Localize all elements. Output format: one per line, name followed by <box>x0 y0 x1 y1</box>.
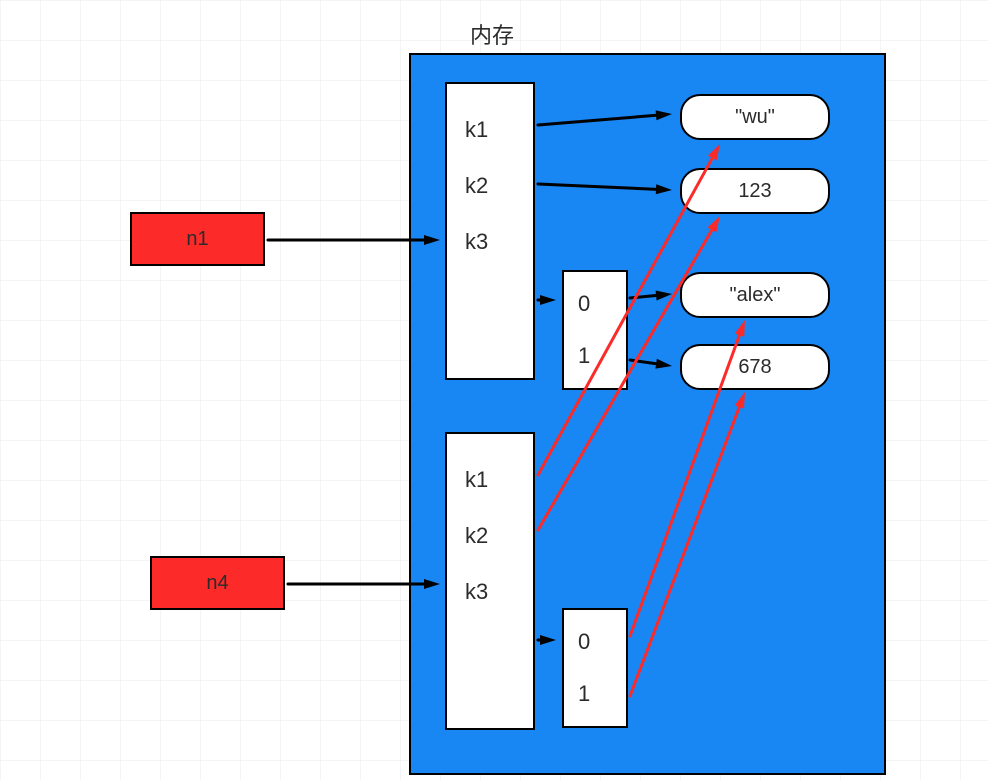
diagram-title: 内存 <box>470 18 514 50</box>
value-678: 678 <box>680 344 830 390</box>
list-1-box: 0 1 <box>562 270 628 390</box>
value-678-label: 678 <box>738 356 771 379</box>
list-1-idx-1: 1 <box>574 330 590 382</box>
dict-1-box: k1 k2 k3 <box>445 82 535 380</box>
dict-2-key-2: k3 <box>461 564 488 620</box>
list-1-idx-0: 0 <box>574 278 590 330</box>
value-wu: "wu" <box>680 94 830 140</box>
dict-2-key-1: k2 <box>461 508 488 564</box>
list-2-idx-0: 0 <box>574 616 590 668</box>
var-n1-label: n1 <box>186 228 208 251</box>
var-n4-label: n4 <box>206 572 228 595</box>
value-123: 123 <box>680 168 830 214</box>
list-2-box: 0 1 <box>562 608 628 728</box>
value-alex: "alex" <box>680 272 830 318</box>
dict-1-key-1: k2 <box>461 158 488 214</box>
var-n1-box: n1 <box>130 212 265 266</box>
list-2-idx-1: 1 <box>574 668 590 720</box>
dict-2-key-0: k1 <box>461 452 488 508</box>
dict-1-key-0: k1 <box>461 102 488 158</box>
dict-1-key-2: k3 <box>461 214 488 270</box>
value-123-label: 123 <box>738 180 771 203</box>
dict-2-box: k1 k2 k3 <box>445 432 535 730</box>
value-alex-label: "alex" <box>730 284 781 307</box>
var-n4-box: n4 <box>150 556 285 610</box>
diagram-canvas: 内存 n1 n4 k1 k2 k3 k1 k2 k3 0 1 0 1 "wu" … <box>0 0 988 780</box>
value-wu-label: "wu" <box>735 106 775 129</box>
